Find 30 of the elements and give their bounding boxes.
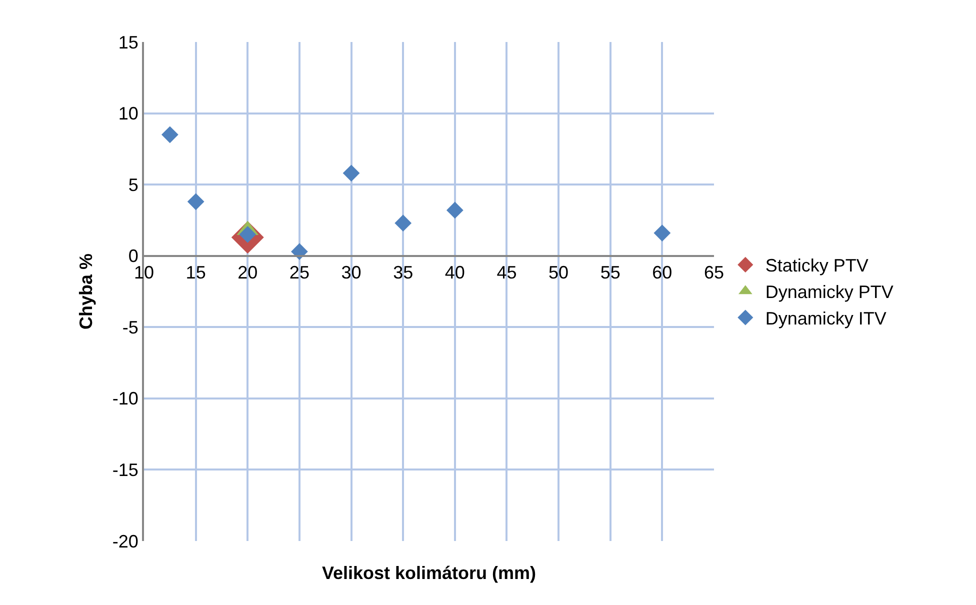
x-tick-label: 55 [600,262,620,282]
y-axis-title: Chyba % [76,253,96,330]
y-tick-label: 5 [128,174,138,195]
x-tick-label: 40 [444,262,465,282]
y-tick-label: -15 [112,460,138,480]
x-tick-label: 65 [704,262,724,282]
x-tick-label: 15 [186,262,206,282]
x-tick-label: 20 [238,262,258,282]
point [342,164,360,182]
point [654,224,671,242]
point [187,193,204,210]
y-tick-label: 15 [118,32,138,52]
y-tick-label: -5 [122,317,138,338]
x-tick-label: 35 [393,262,414,282]
x-tick-label: 30 [341,262,362,282]
y-tick-label: 10 [118,104,138,124]
point [161,126,178,144]
point [394,214,412,232]
legend-label: Staticky PTV [765,256,868,276]
y-tick-label: -20 [112,531,138,552]
x-tick-label: 25 [289,262,310,282]
x-tick-label: 50 [548,262,569,282]
x-tick-label: 45 [496,262,517,282]
x-tick-label: 60 [652,262,672,282]
legend-label: Dynamicky PTV [765,282,894,302]
y-tick-label: 0 [128,246,138,266]
point [446,202,464,219]
y-tick-label: -10 [112,388,138,409]
legend-label: Dynamicky ITV [765,308,886,329]
x-axis-title: Velikost kolimátoru (mm) [322,563,536,583]
